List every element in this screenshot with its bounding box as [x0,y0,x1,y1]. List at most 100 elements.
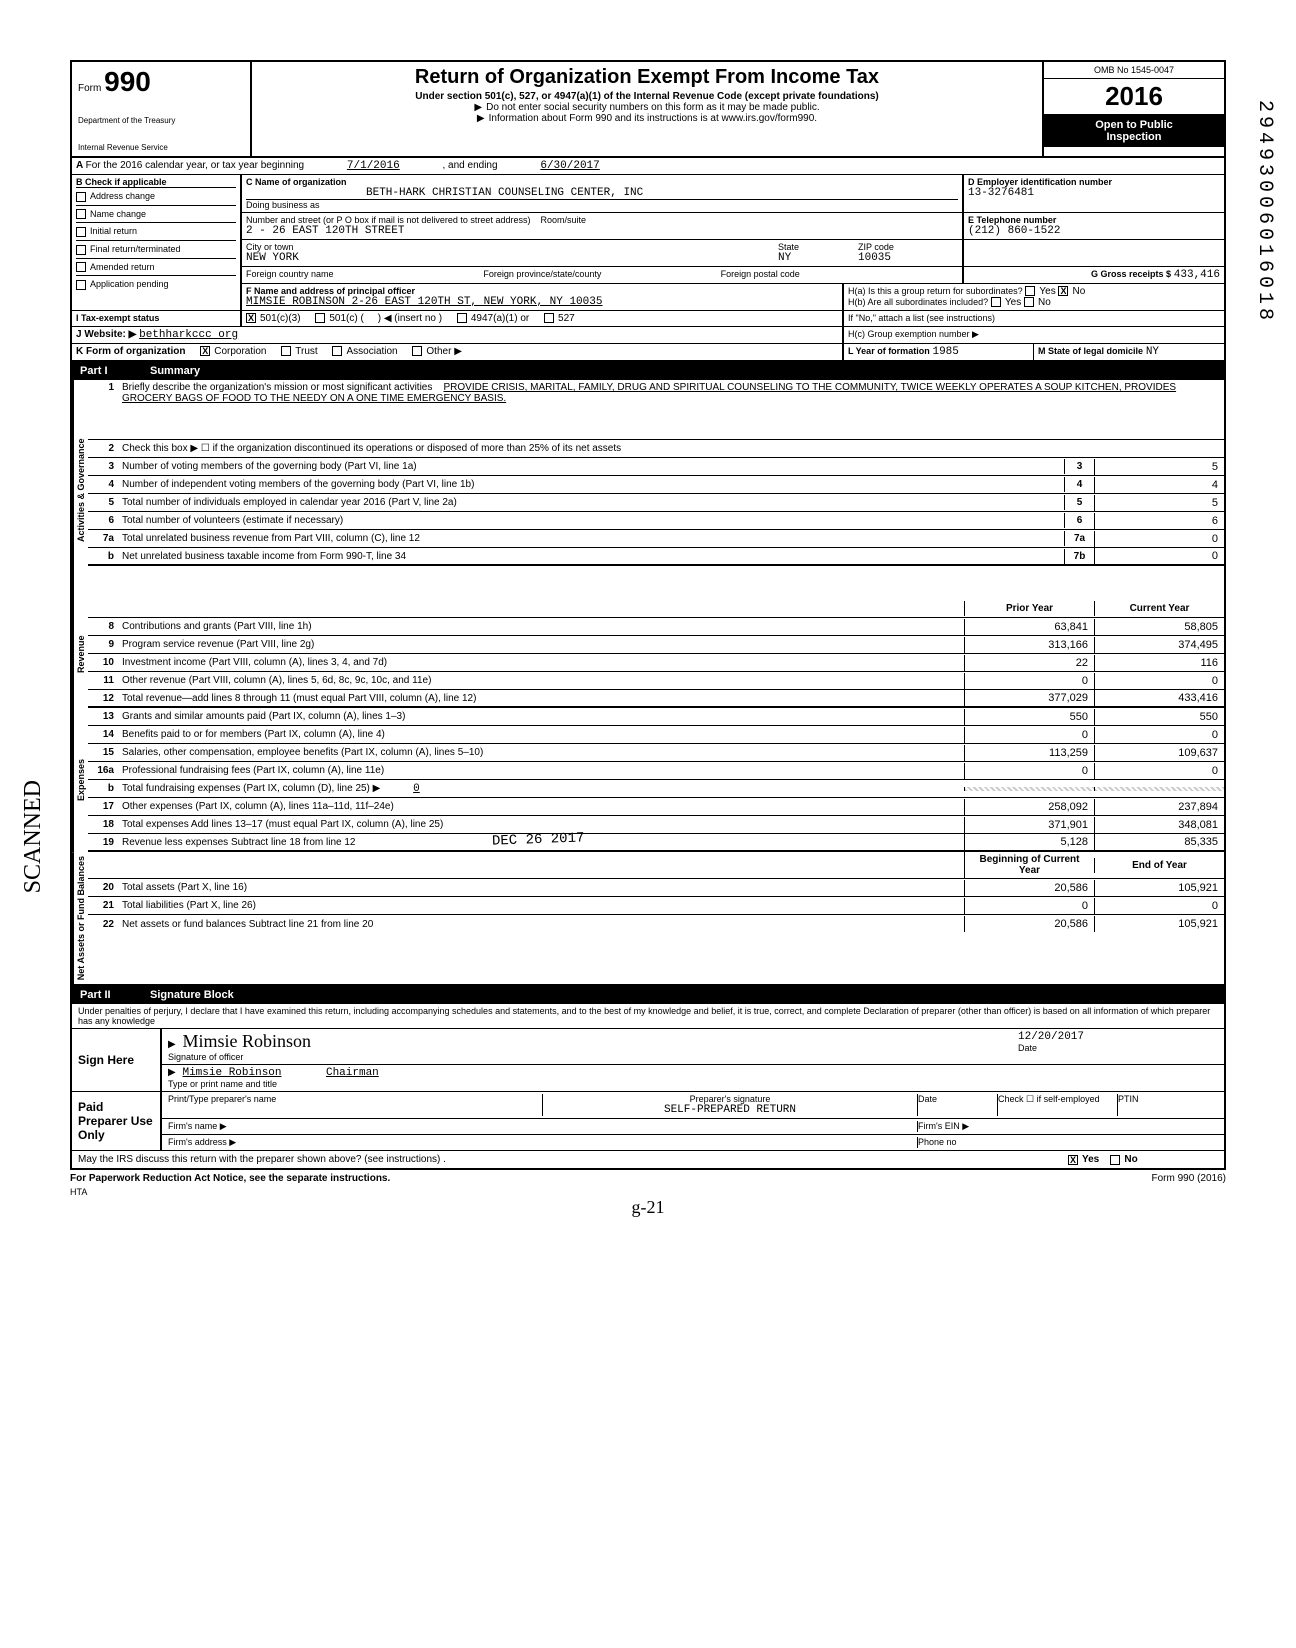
summary-table: Activities & Governance 1 Briefly descri… [70,380,1226,600]
sidebar-netassets: Net Assets or Fund Balances [72,852,88,984]
c19: 85,335 [1094,834,1224,850]
c18: 348,081 [1094,817,1224,833]
sign-here-label: Sign Here [72,1029,162,1091]
j-label: J Website: ▶ [76,329,136,340]
p22: 20,586 [964,916,1094,932]
l16b: Total fundraising expenses (Part IX, col… [122,783,380,794]
c8: 58,805 [1094,619,1224,635]
sign-date: 12/20/2017 [1018,1031,1218,1043]
prior-year-hdr: Prior Year [964,601,1094,616]
part2-title: Signature Block [150,989,234,1001]
l14: Benefits paid to or for members (Part IX… [118,727,964,742]
d-label: D Employer identification number [968,177,1220,187]
shade-16b-p [964,787,1094,791]
signature-block: Sign Here Mimsie Robinson Signature of o… [70,1029,1226,1170]
org-name: BETH-HARK CHRISTIAN COUNSELING CENTER, I… [246,187,958,199]
paid-preparer-label: Paid Preparer Use Only [72,1092,162,1150]
block-bg: B Check if applicable Address change Nam… [70,175,1226,311]
discuss-question: May the IRS discuss this return with the… [78,1154,1068,1165]
chk-corp[interactable] [200,346,210,356]
chk-501c3[interactable] [246,313,256,323]
p8: 63,841 [964,619,1094,635]
v3: 5 [1094,459,1224,475]
vertical-stamp: 29493006016018 [1253,100,1276,324]
street-address: 2 - 26 EAST 120TH STREET [246,225,958,237]
l15: Salaries, other compensation, employee b… [118,745,964,760]
footer-hta: HTA [70,1187,1226,1197]
ein: 13-3276481 [968,187,1220,199]
e-label: E Telephone number [968,215,1220,225]
chk-name-change[interactable] [76,209,86,219]
chk-final[interactable] [76,245,86,255]
c-name-label: C Name of organization [246,177,958,187]
row-j: J Website: ▶ bethharkccc org H(c) Group … [70,327,1226,344]
opt-amended: Amended return [90,262,155,272]
chk-discuss-no[interactable] [1110,1155,1120,1165]
c15: 109,637 [1094,745,1224,761]
l13: Grants and similar amounts paid (Part IX… [118,709,964,724]
hc-label: H(c) Group exemption number ▶ [844,327,1224,343]
c11: 0 [1094,673,1224,689]
chk-hb-no[interactable] [1024,297,1034,307]
g-label: G Gross receipts $ [1091,269,1171,279]
chk-address-change[interactable] [76,192,86,202]
l3: Number of voting members of the governin… [118,459,1064,474]
gross-receipts: 433,416 [1174,269,1220,281]
sign-date-label: Date [1018,1043,1218,1053]
chk-assoc[interactable] [332,346,342,356]
l18: Total expenses Add lines 13–17 (must equ… [118,817,964,832]
l9: Program service revenue (Part VIII, line… [118,637,964,652]
boy-hdr: Beginning of Current Year [964,852,1094,878]
prep-chk-label: Check ☐ if self-employed [998,1094,1118,1116]
opt-trust: Trust [295,346,317,357]
eoy-hdr: End of Year [1094,858,1224,873]
sidebar-expenses: Expenses [72,708,88,852]
dept-treasury: Department of the Treasury [78,116,244,125]
p20: 20,586 [964,880,1094,896]
opt-assoc: Association [346,346,397,357]
v7a: 0 [1094,531,1224,547]
omb-number: OMB No 1545-0047 [1044,62,1224,79]
p11: 0 [964,673,1094,689]
chk-4947[interactable] [457,313,467,323]
chk-other[interactable] [412,346,422,356]
chk-527[interactable] [544,313,554,323]
foreign-prov-label: Foreign province/state/county [483,269,720,281]
chk-ha-yes[interactable] [1025,286,1035,296]
opt-initial: Initial return [90,226,137,236]
revenue-table: Revenue Prior YearCurrent Year 8Contribu… [70,600,1226,708]
l8: Contributions and grants (Part VIII, lin… [118,619,964,634]
hb-no: No [1038,297,1051,308]
chk-trust[interactable] [281,346,291,356]
officer-name: Mimsie Robinson [182,1067,281,1079]
l12: Total revenue—add lines 8 through 11 (mu… [118,691,964,706]
c20: 105,921 [1094,880,1224,896]
l2: Check this box ▶ ☐ if the organization d… [118,441,1224,456]
c13: 550 [1094,709,1224,725]
p9: 313,166 [964,637,1094,653]
opt-corp: Corporation [214,346,266,357]
p16a: 0 [964,763,1094,779]
chk-pending[interactable] [76,280,86,290]
chk-hb-yes[interactable] [991,297,1001,307]
chk-initial[interactable] [76,227,86,237]
part1-num: Part I [80,365,150,377]
l4: Number of independent voting members of … [118,477,1064,492]
row-i: I Tax-exempt status 501(c)(3) 501(c) ( )… [70,311,1226,327]
m-label: M State of legal domicile [1038,346,1143,356]
chk-ha-no[interactable] [1058,286,1068,296]
p18: 371,901 [964,817,1094,833]
hb-yes: Yes [1005,297,1021,308]
b-label: Check if applicable [85,177,167,187]
footer-paperwork: For Paperwork Reduction Act Notice, see … [70,1173,390,1184]
ssn-note: Do not enter social security numbers on … [260,102,1034,113]
l11: Other revenue (Part VIII, column (A), li… [118,673,964,688]
ha-no: No [1072,286,1085,297]
chk-amended[interactable] [76,262,86,272]
chk-discuss-yes[interactable] [1068,1155,1078,1165]
opt-pending: Application pending [90,279,169,289]
chk-501c[interactable] [315,313,325,323]
scanned-stamp: SCANNED [20,780,47,893]
discuss-no: No [1124,1154,1137,1165]
room-label: Room/suite [540,215,586,225]
